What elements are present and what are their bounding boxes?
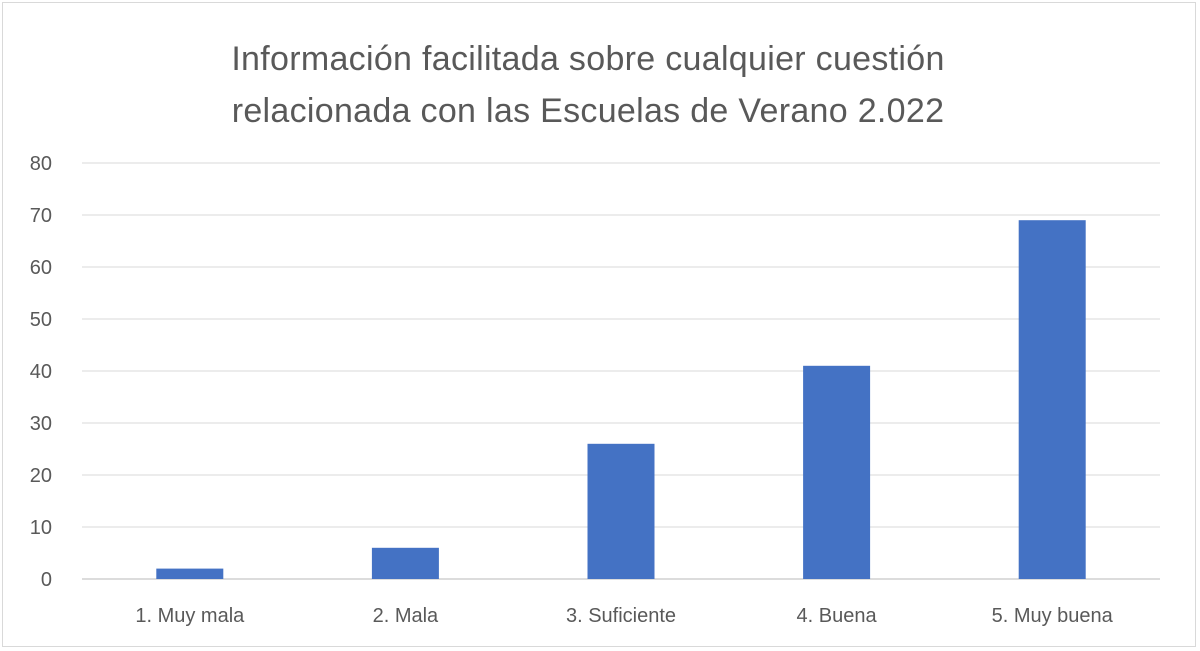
x-tick-label: 4. Buena (797, 605, 878, 627)
y-tick-label: 80 (30, 153, 52, 175)
bar (1018, 220, 1086, 579)
y-tick-label: 50 (30, 309, 52, 331)
y-tick-label: 30 (30, 413, 52, 435)
y-tick-label: 70 (30, 205, 52, 227)
x-tick-label: 5. Muy buena (992, 605, 1114, 627)
y-tick-label: 60 (30, 257, 52, 279)
bar (587, 443, 655, 579)
y-tick-label: 10 (30, 517, 52, 539)
bar (803, 365, 871, 579)
bar (156, 568, 224, 579)
x-axis-ticks: 1. Muy mala 2. Mala 3. Suficiente 4. Buena 5… (135, 605, 1113, 627)
x-tick-label: 1. Muy mala (135, 605, 245, 627)
x-tick-label: 3. Suficiente (566, 605, 676, 627)
bars (156, 220, 1086, 579)
y-tick-label: 0 (41, 569, 52, 591)
y-tick-label: 20 (30, 465, 52, 487)
y-axis-ticks: 0 10 20 30 40 50 60 70 80 (30, 153, 52, 591)
y-tick-label: 40 (30, 361, 52, 383)
chart-title: Información facilitada sobre cualquier c… (231, 40, 945, 130)
bar (371, 547, 439, 579)
x-tick-label: 2. Mala (373, 605, 439, 627)
